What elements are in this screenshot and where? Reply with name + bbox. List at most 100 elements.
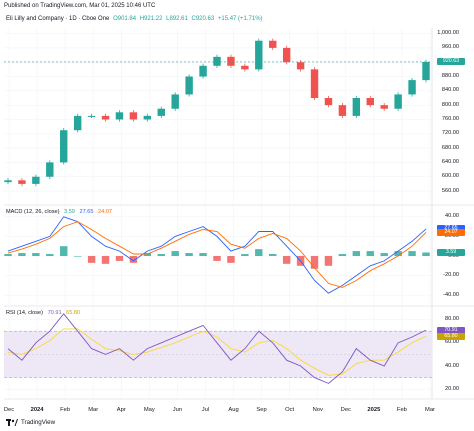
rsi-axis-tick-label: 40.00 <box>445 362 459 369</box>
price-axis-tick-label: 1,000.00 <box>437 30 459 37</box>
price-candle <box>115 112 124 120</box>
time-tick-label: Apr <box>116 407 126 413</box>
macd-histogram-bar <box>380 253 388 256</box>
macd-axis-tick-label: 40.00 <box>445 213 459 220</box>
macd-histogram-bar <box>408 251 416 256</box>
macd-histogram-bar <box>352 251 361 256</box>
price-axis-tick-label: 680.00 <box>441 144 459 151</box>
rsi-axis-tick-label: 60.00 <box>445 339 459 346</box>
tradingview-logo-icon <box>6 419 18 426</box>
macd-axis-tick-label: -20.00 <box>443 272 459 279</box>
price-axis-tick-label: 760.00 <box>441 115 459 122</box>
price-candle <box>352 98 361 116</box>
price-candle <box>32 176 40 184</box>
macd-signal-value: 24.07 <box>98 209 113 215</box>
macd-histogram-bar <box>18 253 26 256</box>
macd-title[interactable]: MACD (12, 26, close) <box>6 209 60 215</box>
signal-last-badge: 24.07 <box>437 228 465 236</box>
time-tick-label: Dec <box>340 407 351 413</box>
price-axis-tick-label: 720.00 <box>441 130 459 137</box>
macd-histogram-bar <box>324 256 333 266</box>
rsi-ma-last-badge: 65.80 <box>437 332 465 340</box>
price-candle <box>4 180 12 183</box>
rsi-axis-tick-label: 20.00 <box>445 385 459 392</box>
macd-histogram-bar <box>143 253 152 256</box>
rsi-last-badge: 70.91 <box>437 326 465 334</box>
macd-hist-value: 3.59 <box>64 209 75 215</box>
price-candle <box>380 105 388 109</box>
price-candle <box>282 47 291 63</box>
price-axis-tick-label: 880.00 <box>441 73 459 80</box>
price-candle <box>129 112 138 120</box>
price-candle <box>157 108 165 116</box>
macd-signal-line <box>7 221 427 288</box>
price-axis-tick-label: 600.00 <box>441 173 459 180</box>
rsi-axis-tick-label: 80.00 <box>445 316 459 323</box>
time-tick-label: Feb <box>60 407 71 413</box>
macd-last-badge: 27.65 <box>437 225 465 233</box>
price-axis-tick-label: 560.00 <box>441 187 459 194</box>
price-candle <box>101 115 110 120</box>
macd-histogram-bar <box>338 254 347 256</box>
price-candle <box>269 40 277 48</box>
price-candle <box>87 115 96 117</box>
time-tick-label: May <box>143 407 155 413</box>
price-candle <box>255 40 263 70</box>
price-legend: Eli Lilly and Company · 1D · Cboe One O9… <box>6 16 265 22</box>
time-tick-label: Sep <box>256 407 267 413</box>
macd-histogram-bar <box>101 256 110 264</box>
macd-histogram-bar <box>366 251 374 256</box>
symbol-title[interactable]: Eli Lilly and Company · 1D · Cboe One <box>6 16 110 22</box>
price-candle <box>73 115 82 131</box>
price-candle <box>185 76 193 95</box>
rsi-ma-line <box>7 328 427 376</box>
macd-histogram-bar <box>227 256 235 263</box>
published-note: Published on TradingView.com, Mar 01, 20… <box>4 3 156 9</box>
macd-histogram-bar <box>394 251 402 256</box>
price-candle <box>60 130 68 163</box>
price-candle <box>213 56 221 66</box>
macd-histogram-bar <box>46 254 54 256</box>
macd-line-value: 27.65 <box>79 209 94 215</box>
macd-histogram-bar <box>255 249 263 256</box>
macd-histogram-bar <box>4 254 12 256</box>
price-candle <box>241 65 249 70</box>
macd-histogram-bar <box>32 253 40 256</box>
price-candle <box>171 94 179 109</box>
time-tick-label: Jun <box>172 407 183 413</box>
time-tick-label: Jul <box>201 407 210 413</box>
macd-histogram-bar <box>241 254 249 256</box>
macd-histogram-bar <box>73 256 82 257</box>
macd-histogram-bar <box>115 256 124 261</box>
price-candle <box>394 94 402 109</box>
macd-histogram-bar <box>422 252 430 256</box>
price-candle <box>143 115 152 120</box>
rsi-ma-value: 65.80 <box>66 310 81 316</box>
price-candle <box>422 61 430 81</box>
price-candle <box>18 180 26 184</box>
rsi-line <box>7 313 427 384</box>
last-price-badge: 920.63 <box>437 58 465 66</box>
macd-histogram-bar <box>60 246 68 256</box>
price-candle <box>227 56 235 66</box>
hist-last-badge: 3.59 <box>437 248 465 256</box>
price-candle <box>199 65 207 77</box>
close-value: C920.63 <box>191 16 215 22</box>
macd-histogram-bar <box>282 256 291 264</box>
macd-axis-tick-label: -40.00 <box>443 291 459 298</box>
price-candle <box>366 98 374 106</box>
macd-histogram-bar <box>157 254 165 256</box>
time-tick-label: Feb <box>396 407 407 413</box>
footer-brand: TradingView <box>21 419 56 426</box>
price-candle <box>296 62 305 70</box>
rsi-value: 70.91 <box>47 310 62 316</box>
time-tick-label: Mar <box>425 407 435 413</box>
change-value: +15.47 (+1.71%) <box>217 16 263 22</box>
macd-histogram-bar <box>269 254 277 256</box>
rsi-title[interactable]: RSI (14, close) <box>6 310 43 316</box>
macd-histogram-bar <box>185 253 193 256</box>
price-candle <box>310 69 319 98</box>
macd-histogram-bar <box>213 256 221 261</box>
